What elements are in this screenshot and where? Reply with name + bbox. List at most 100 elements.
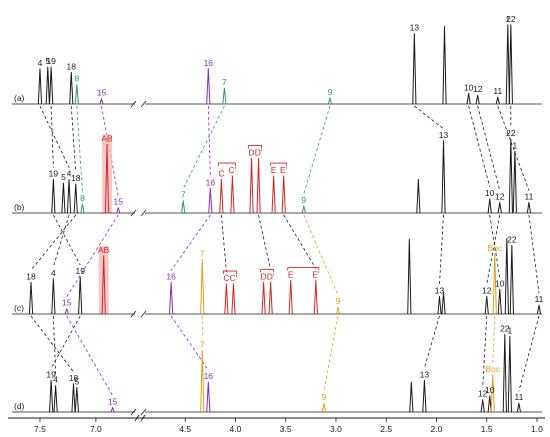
peak-label--b--5: 5	[61, 172, 66, 182]
peak--a--18	[69, 71, 74, 105]
correlation-line-18	[30, 315, 74, 373]
correlation-line-15	[66, 315, 113, 396]
peak--d--4	[53, 385, 58, 413]
peak--c--p16	[441, 292, 446, 315]
bracket-c-pair	[223, 270, 237, 275]
peak-label--a--16: 16	[204, 58, 214, 68]
peak-label--b--13: 13	[439, 130, 449, 140]
correlation-line-4	[52, 214, 70, 267]
peak-label--c--16: 16	[166, 271, 176, 281]
peak-label--b--d: D	[248, 147, 254, 157]
x-tick-label-4-5: 4.5	[179, 424, 191, 434]
x-tick-label-7-5: 7.5	[34, 424, 46, 434]
x-tick-label-1-0: 1.0	[531, 424, 543, 434]
x-tick-label-4-0: 4.0	[230, 424, 242, 434]
peak-label--c--ep: E'	[312, 270, 320, 280]
peak-label--a--22: 22	[506, 14, 516, 24]
spectrum-traces	[12, 24, 542, 416]
peak--b--22	[508, 138, 513, 214]
peak--c--d	[261, 281, 266, 315]
peak--d--22	[502, 334, 507, 413]
peak-label--a--7: 7	[222, 77, 227, 87]
peak-label--d--4: 4	[53, 375, 58, 385]
peak--a--1	[505, 24, 510, 105]
peak-label--d--11: 11	[514, 392, 523, 402]
correlation-line-19	[53, 214, 81, 266]
x-axis-break-mark	[134, 414, 146, 422]
peak-label--b--4: 4	[67, 169, 72, 179]
peak-label--c--18: 18	[26, 271, 36, 281]
peak--a--4	[37, 68, 43, 105]
peak-label--b--11: 11	[525, 191, 534, 201]
spectrum-tag--b-: (b)	[14, 202, 25, 212]
peak-label--c--9: 9	[336, 296, 341, 306]
peak-label--c--11: 11	[535, 294, 544, 304]
peak--a--22	[508, 24, 513, 105]
peak--d--boc	[490, 374, 495, 413]
peak--d--10	[487, 395, 492, 413]
peak-label--d--7: 7	[200, 339, 205, 349]
peak--a--p10	[442, 26, 447, 105]
peak--d--p8	[409, 381, 414, 413]
bracket-d-pair	[248, 145, 262, 149]
peak--c--10	[497, 288, 502, 315]
peak-label--d--1: 1	[507, 325, 512, 335]
peak--a--9	[327, 97, 333, 105]
peak--c--ep	[313, 280, 318, 315]
highlight-band--b--ab	[102, 134, 113, 213]
peak--c--18	[28, 281, 34, 315]
peak-label--c--10: 10	[495, 278, 505, 288]
peak-label--b--1: 1	[512, 140, 517, 150]
peak-label--b--15: 15	[113, 197, 123, 207]
peak--a--11	[495, 96, 500, 105]
correlation-line-9	[303, 214, 339, 296]
correlation-line-10	[468, 105, 491, 188]
correlation-line-16	[207, 105, 211, 177]
peak--b--8	[80, 203, 85, 214]
peak-label--c--4: 4	[51, 268, 56, 278]
peak-label--c--12: 12	[482, 285, 492, 295]
bracket-e-pair	[287, 267, 320, 271]
peak-label--b--18: 18	[71, 173, 81, 183]
peak-label--d--9: 9	[322, 392, 327, 402]
peak--b--dp	[256, 157, 261, 214]
peak--c--p20	[504, 237, 509, 315]
axis-break--c--2	[140, 310, 147, 318]
peak--a--8	[74, 84, 79, 105]
peak--b--1	[512, 150, 517, 214]
bracket-c-pair	[217, 162, 236, 167]
peak-label--a--9: 9	[328, 87, 333, 97]
peak-label--c--e: E	[288, 270, 294, 280]
correlation-line-4	[52, 315, 57, 374]
peak-label--a--8: 8	[74, 74, 79, 84]
peak--c--7	[200, 258, 205, 315]
axis-break--b--1	[130, 209, 137, 217]
peak-label--d--10: 10	[485, 385, 495, 395]
correlation-line-18	[70, 105, 77, 172]
peak--d--13	[422, 379, 427, 413]
peak--b--c	[219, 179, 224, 214]
peak-label--c--cp: C'	[230, 273, 238, 283]
peak--b--5	[61, 182, 66, 214]
peak--d--7	[200, 349, 205, 413]
peak-label--b--9: 9	[301, 195, 306, 205]
peak--b--19	[51, 179, 56, 214]
correlation-line-ep	[283, 214, 317, 269]
peak-label--b--ab: AB	[101, 133, 113, 143]
peak-label--c--c: C	[223, 273, 229, 283]
x-tick-label-2-0: 2.0	[431, 424, 443, 434]
spectrum-tag--a-: (a)	[14, 93, 25, 103]
peak-label--b--ep: E'	[280, 165, 288, 175]
bracket-e-pair	[270, 162, 288, 167]
correlation-line-11	[518, 315, 540, 392]
peak-label--d--5: 5	[74, 376, 79, 386]
bracket-d-pair	[260, 268, 275, 273]
peak--d--9	[321, 402, 326, 413]
correlation-line-19	[50, 315, 81, 369]
peak--d--11	[516, 402, 521, 413]
correlation-line-dp	[258, 214, 272, 271]
peak--b--11	[526, 201, 532, 214]
correlation-line-18	[30, 214, 77, 271]
peak--c--9	[335, 306, 341, 315]
